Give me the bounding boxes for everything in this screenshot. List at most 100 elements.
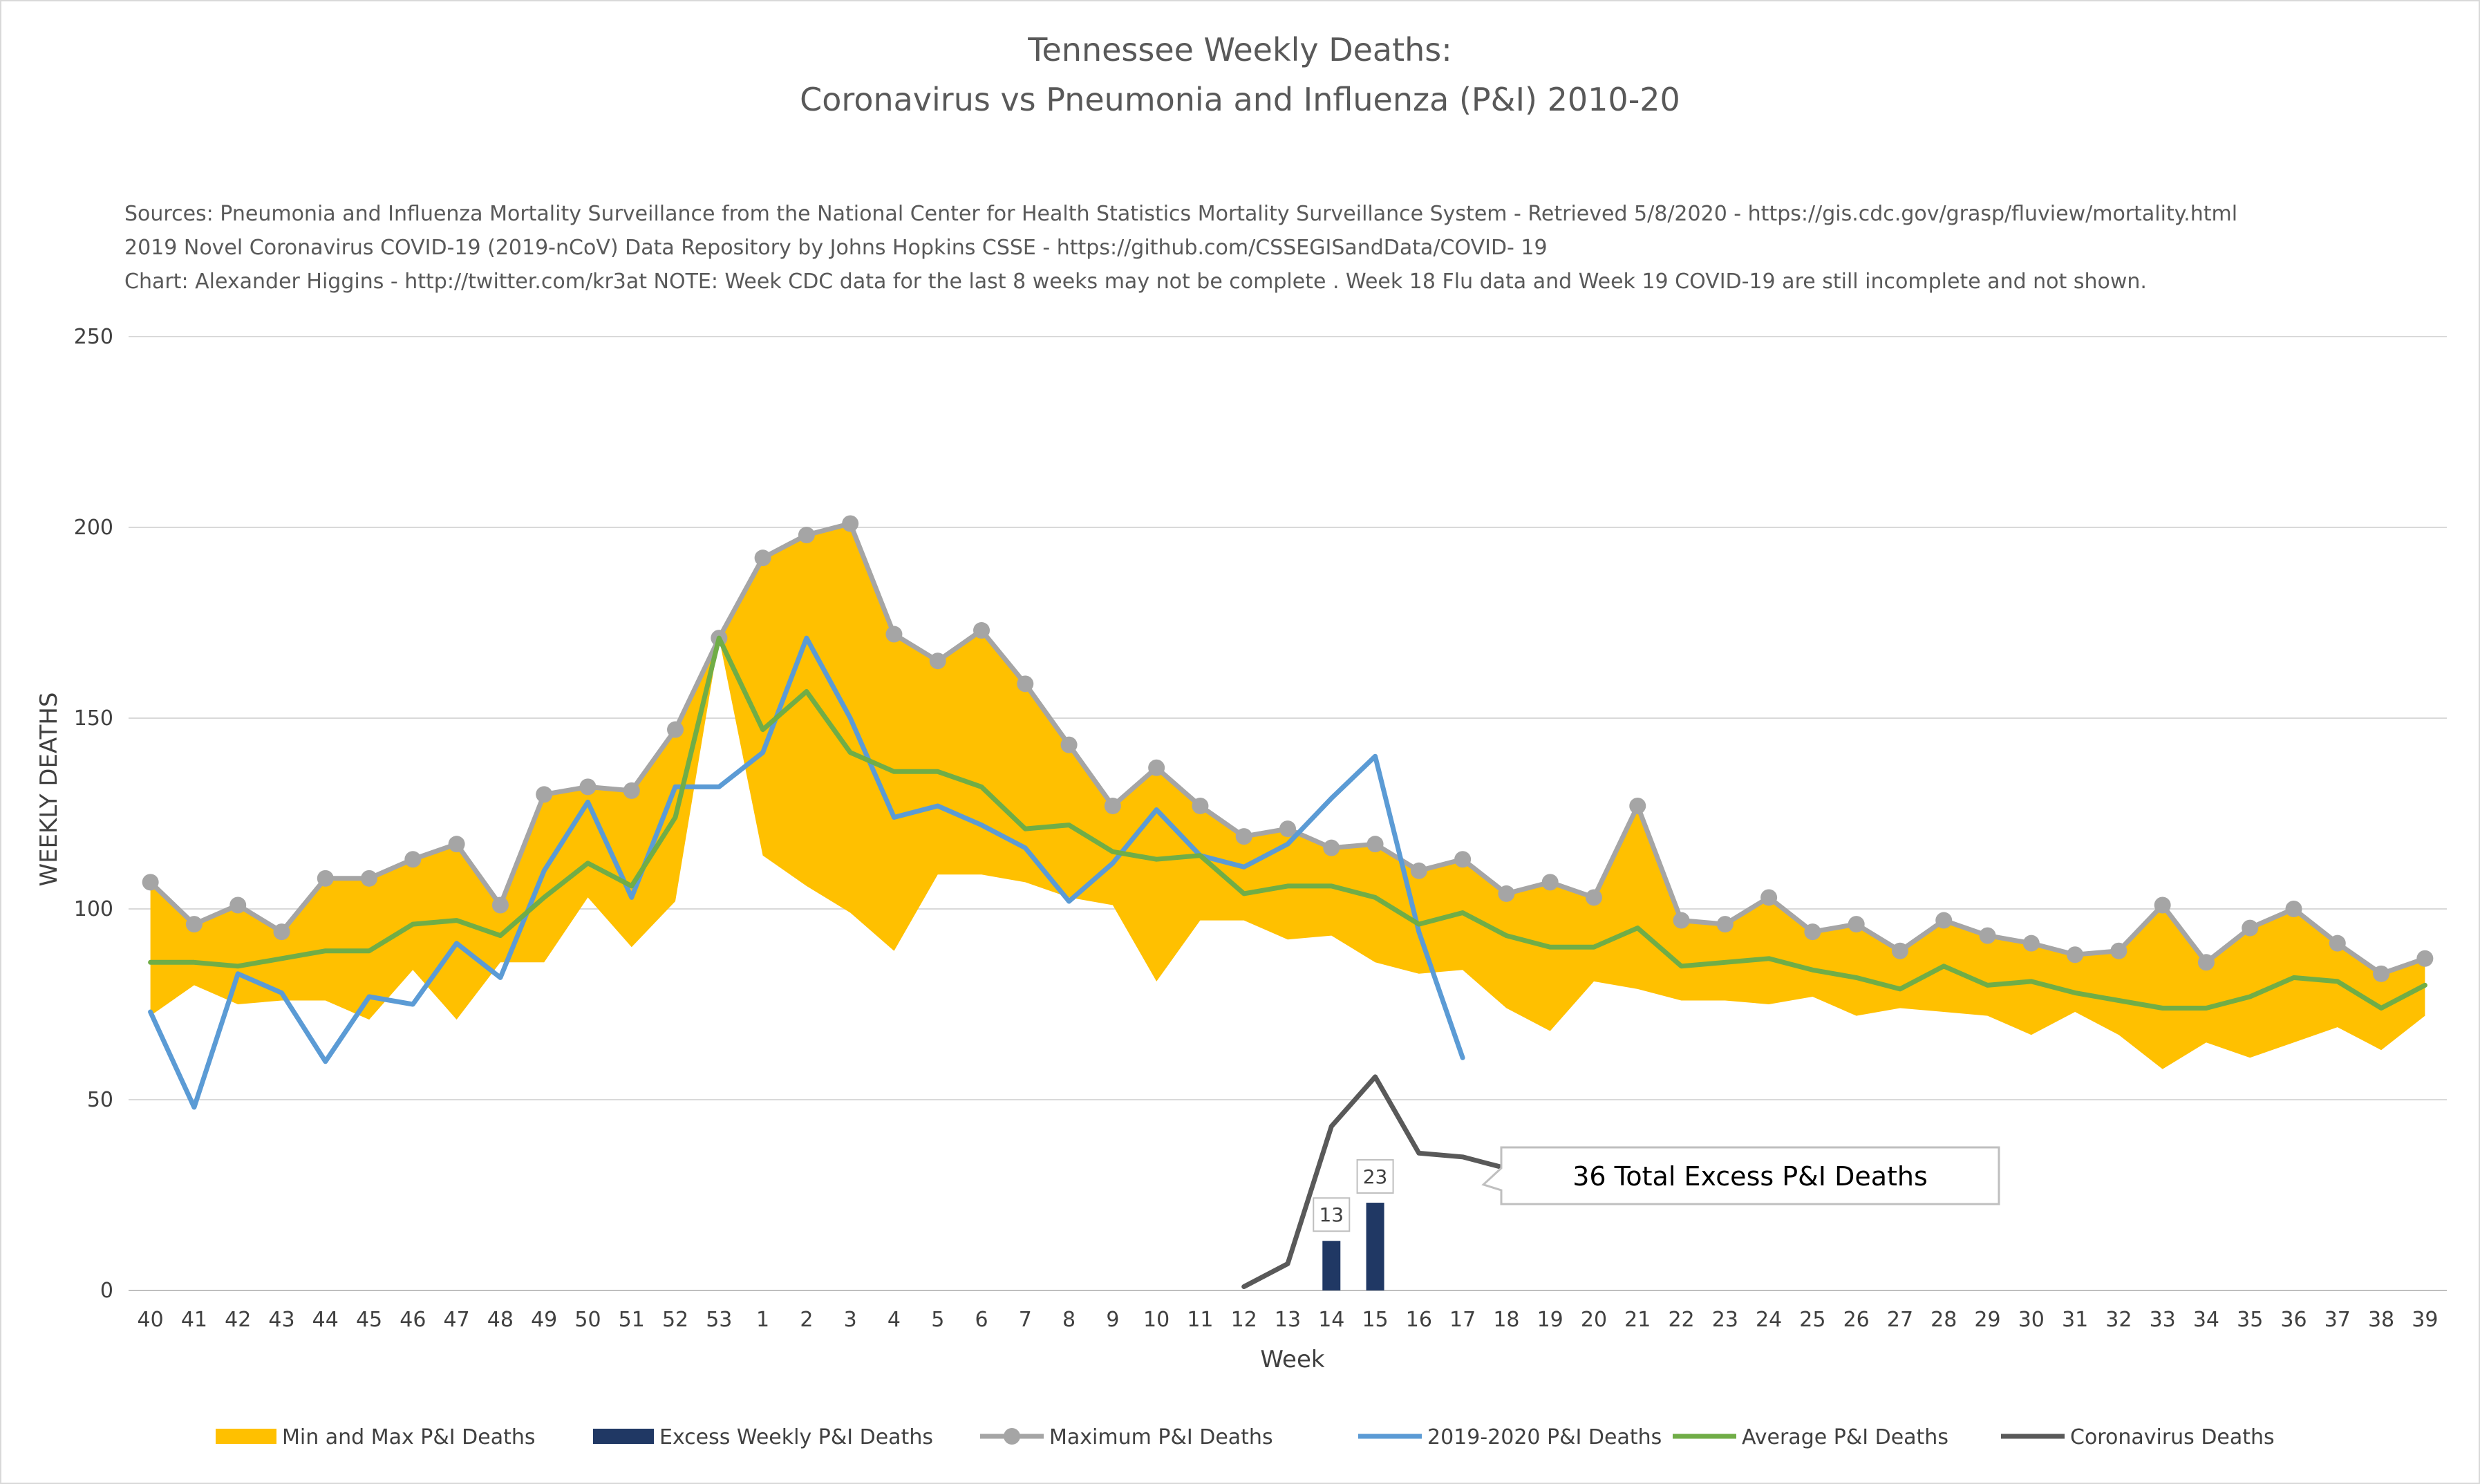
x-tick-label-51: 51	[619, 1308, 645, 1332]
y-tick-label-50: 50	[87, 1088, 113, 1112]
x-tick-label-7: 7	[1019, 1308, 1032, 1332]
maximum-p-i-deaths-marker-week-2	[798, 527, 815, 544]
maximum-p-i-deaths-marker-week-44	[317, 870, 334, 887]
x-tick-label-39: 39	[2412, 1308, 2438, 1332]
legend-label-average-p-i-deaths: Average P&I Deaths	[1742, 1425, 1948, 1449]
maximum-p-i-deaths-marker-week-48	[491, 896, 509, 914]
maximum-p-i-deaths-marker-week-5	[929, 652, 946, 670]
data-label-week-15: 23	[1363, 1165, 1388, 1188]
maximum-p-i-deaths-marker-week-28	[1935, 912, 1953, 929]
series-lines-layer	[142, 515, 2434, 1289]
maximum-p-i-deaths-marker-week-36	[2285, 901, 2302, 917]
maximum-p-i-deaths-marker-week-15	[1366, 836, 1384, 853]
maximum-p-i-deaths-marker-week-7	[1017, 675, 1034, 693]
y-tick-label-150: 150	[74, 706, 113, 731]
min-max-band-layer	[150, 523, 2425, 1069]
x-tick-label-28: 28	[1931, 1308, 1957, 1332]
x-tick-label-30: 30	[2018, 1308, 2045, 1332]
maximum-p-i-deaths-marker-week-19	[1541, 874, 1559, 891]
maximum-p-i-deaths-marker-week-32	[2110, 942, 2127, 959]
y-tick-label-0: 0	[100, 1279, 113, 1303]
maximum-p-i-deaths-marker-week-3	[842, 515, 859, 532]
x-tick-label-38: 38	[2368, 1308, 2394, 1332]
y-tick-label-250: 250	[74, 325, 113, 349]
maximum-p-i-deaths-marker-week-39	[2416, 950, 2434, 967]
source-line-3: Chart: Alexander Higgins - http://twitte…	[124, 270, 2147, 294]
maximum-p-i-deaths-marker-week-26	[1848, 916, 1865, 933]
maximum-p-i-deaths-marker-week-23	[1716, 916, 1734, 933]
x-tick-label-42: 42	[225, 1308, 251, 1332]
x-tick-label-18: 18	[1493, 1308, 1519, 1332]
source-line-2: 2019 Novel Coronavirus COVID-19 (2019-nC…	[124, 236, 1548, 260]
maximum-p-i-deaths-marker-week-27	[1891, 942, 1908, 959]
maximum-p-i-deaths-marker-week-12	[1235, 828, 1252, 845]
legend-label-excess-weekly-p-i-deaths: Excess Weekly P&I Deaths	[659, 1425, 933, 1449]
maximum-p-i-deaths-marker-week-35	[2242, 919, 2259, 937]
callout-text: 36 Total Excess P&I Deaths	[1572, 1161, 1928, 1192]
x-tick-label-33: 33	[2150, 1308, 2176, 1332]
source-line-1: Sources: Pneumonia and Influenza Mortali…	[124, 202, 2237, 226]
x-tick-label-37: 37	[2324, 1308, 2351, 1332]
y-tick-label-100: 100	[74, 897, 113, 921]
x-tick-label-32: 32	[2105, 1308, 2132, 1332]
x-tick-label-25: 25	[1799, 1308, 1825, 1332]
maximum-p-i-deaths-marker-week-45	[361, 870, 378, 887]
x-tick-label-4: 4	[887, 1308, 901, 1332]
legend-label-2019-2020-p-i-deaths: 2019-2020 P&I Deaths	[1427, 1425, 1662, 1449]
chart-title-line2: Coronavirus vs Pneumonia and Influenza (…	[800, 81, 1680, 118]
legend-label-maximum-p-i-deaths: Maximum P&I Deaths	[1049, 1425, 1273, 1449]
x-tick-label-35: 35	[2237, 1308, 2263, 1332]
x-tick-label-47: 47	[444, 1308, 470, 1332]
maximum-p-i-deaths-marker-week-20	[1585, 889, 1602, 906]
x-tick-label-5: 5	[931, 1308, 944, 1332]
2019-2020-p-i-deaths-line	[148, 635, 1465, 1110]
x-tick-label-45: 45	[356, 1308, 382, 1332]
maximum-p-i-deaths-marker-week-6	[973, 622, 990, 639]
x-axis-label: Week	[1260, 1346, 1324, 1373]
maximum-p-i-deaths-marker-week-14	[1323, 839, 1340, 856]
maximum-p-i-deaths-marker-week-30	[2022, 934, 2040, 952]
maximum-p-i-deaths-marker-week-46	[404, 851, 422, 868]
x-tick-label-44: 44	[312, 1308, 339, 1332]
x-tick-label-46: 46	[400, 1308, 426, 1332]
x-tick-label-8: 8	[1062, 1308, 1075, 1332]
maximum-p-i-deaths-marker-week-1	[754, 550, 771, 567]
x-tick-label-31: 31	[2062, 1308, 2088, 1332]
x-tick-label-3: 3	[844, 1308, 857, 1332]
average-p-i-deaths-line	[148, 635, 2427, 1011]
maximum-p-i-deaths-marker-week-37	[2329, 934, 2346, 952]
legend-marker-maximum-p-i-deaths	[1004, 1428, 1020, 1445]
x-tick-label-10: 10	[1143, 1308, 1169, 1332]
x-tick-label-48: 48	[487, 1308, 514, 1332]
x-tick-label-11: 11	[1187, 1308, 1213, 1332]
x-tick-label-53: 53	[706, 1308, 732, 1332]
x-tick-label-17: 17	[1449, 1308, 1476, 1332]
x-tick-label-34: 34	[2193, 1308, 2219, 1332]
maximum-p-i-deaths-marker-week-33	[2154, 896, 2171, 914]
legend: Min and Max P&I Deaths Excess Weekly P&I …	[216, 1425, 2275, 1449]
excess-bar-week-14	[1322, 1241, 1341, 1290]
callout-box	[1481, 1146, 2000, 1205]
x-tick-label-49: 49	[531, 1308, 557, 1332]
x-tick-label-23: 23	[1712, 1308, 1738, 1332]
gridlines	[129, 336, 2447, 1291]
maximum-p-i-deaths-marker-week-51	[623, 782, 640, 799]
maximum-p-i-deaths-marker-week-50	[579, 778, 596, 796]
maximum-p-i-deaths-marker-week-16	[1410, 862, 1427, 879]
x-tick-label-13: 13	[1275, 1308, 1301, 1332]
y-tick-label-200: 200	[74, 516, 113, 540]
x-tick-label-36: 36	[2280, 1308, 2307, 1332]
maximum-p-i-deaths-marker-week-31	[2067, 946, 2084, 964]
excess-bars-layer	[1322, 1203, 1384, 1290]
legend-label-coronavirus-deaths: Coronavirus Deaths	[2070, 1425, 2275, 1449]
x-tick-label-24: 24	[1756, 1308, 1782, 1332]
x-tick-label-27: 27	[1887, 1308, 1913, 1332]
maximum-p-i-deaths-marker-week-40	[142, 874, 159, 891]
x-tick-label-22: 22	[1668, 1308, 1694, 1332]
coronavirus-deaths-line	[1241, 1074, 1509, 1289]
legend-swatch-min-and-max-p-i-deaths	[216, 1429, 276, 1444]
y-axis-label: WEEKLY DEATHS	[35, 692, 63, 886]
x-tick-label-52: 52	[662, 1308, 688, 1332]
maximum-p-i-deaths-marker-week-42	[229, 896, 247, 914]
